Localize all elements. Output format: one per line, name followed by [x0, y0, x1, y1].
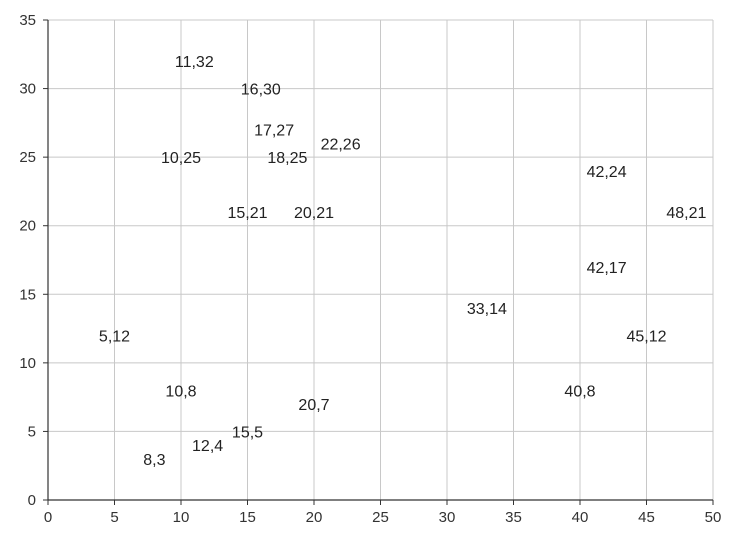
data-point-label: 12,4	[192, 438, 223, 455]
x-tick-label: 15	[239, 509, 256, 526]
data-point-label: 42,24	[587, 164, 627, 181]
data-point-label: 10,8	[165, 383, 196, 400]
data-point-label: 45,12	[626, 328, 666, 345]
data-point-label: 20,21	[294, 205, 334, 222]
data-point-label: 22,26	[321, 136, 361, 153]
y-tick-label: 20	[19, 218, 36, 235]
x-tick-label: 50	[705, 509, 722, 526]
data-point-label: 33,14	[467, 301, 507, 318]
y-tick-label: 30	[19, 81, 36, 98]
y-tick-label: 10	[19, 355, 36, 372]
x-tick-label: 5	[110, 509, 118, 526]
y-tick-label: 15	[19, 286, 36, 303]
data-point-label: 15,5	[232, 424, 263, 441]
data-point-label: 40,8	[564, 383, 595, 400]
data-point-label: 48,21	[666, 205, 706, 222]
x-tick-label: 35	[505, 509, 522, 526]
x-tick-label: 45	[638, 509, 655, 526]
data-point-label: 20,7	[298, 397, 329, 414]
x-tick-label: 0	[44, 509, 52, 526]
y-tick-label: 35	[19, 12, 36, 29]
data-point-label: 18,25	[267, 150, 307, 167]
data-point-label: 10,25	[161, 150, 201, 167]
y-tick-label: 0	[28, 492, 36, 509]
data-point-label: 8,3	[143, 452, 165, 469]
y-tick-label: 5	[28, 423, 36, 440]
data-point-label: 5,12	[99, 328, 130, 345]
y-tick-label: 25	[19, 149, 36, 166]
data-point-label: 42,17	[587, 260, 627, 277]
data-point-label: 16,30	[241, 82, 281, 99]
data-point-label: 11,32	[175, 54, 214, 71]
x-tick-label: 20	[306, 509, 323, 526]
x-tick-label: 25	[372, 509, 389, 526]
x-tick-label: 30	[439, 509, 456, 526]
data-point-label: 15,21	[227, 205, 267, 222]
x-tick-label: 10	[173, 509, 190, 526]
data-point-label: 17,27	[254, 123, 294, 140]
x-tick-label: 40	[572, 509, 589, 526]
